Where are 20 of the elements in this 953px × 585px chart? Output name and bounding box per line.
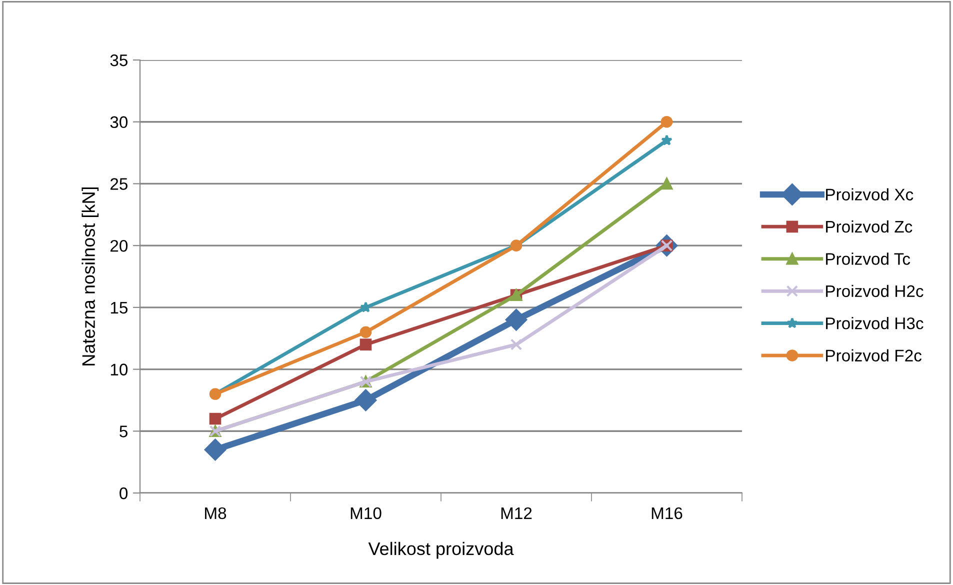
legend-label: Proizvod Tc <box>826 252 910 265</box>
legend-label: Proizvod H2c <box>826 284 924 298</box>
y-tick-label: 0 <box>120 487 128 500</box>
y-axis-title: Natezna nosilnost [kN] <box>82 187 99 366</box>
y-tick-label: 20 <box>110 240 128 252</box>
y-tick-label: 25 <box>110 178 128 190</box>
legend-label: Proizvod F2c <box>826 349 922 362</box>
y-tick-label: 30 <box>110 116 128 128</box>
x-tick-label: M10 <box>350 507 382 520</box>
legend-label: Proizvod H3c <box>826 317 924 330</box>
x-tick-label: M8 <box>205 507 226 520</box>
legend-label: Proizvod Xc <box>826 188 914 200</box>
y-tick-label: 35 <box>110 54 128 66</box>
x-tick-label: M16 <box>652 507 682 520</box>
x-axis-title: Velikost proizvoda <box>368 542 514 559</box>
legend-label: Proizvod Zc <box>826 220 912 233</box>
y-tick-label: 10 <box>110 364 128 376</box>
x-tick-label: M12 <box>501 507 532 519</box>
y-tick-label: 15 <box>110 302 128 314</box>
y-tick-label: 5 <box>120 426 128 438</box>
